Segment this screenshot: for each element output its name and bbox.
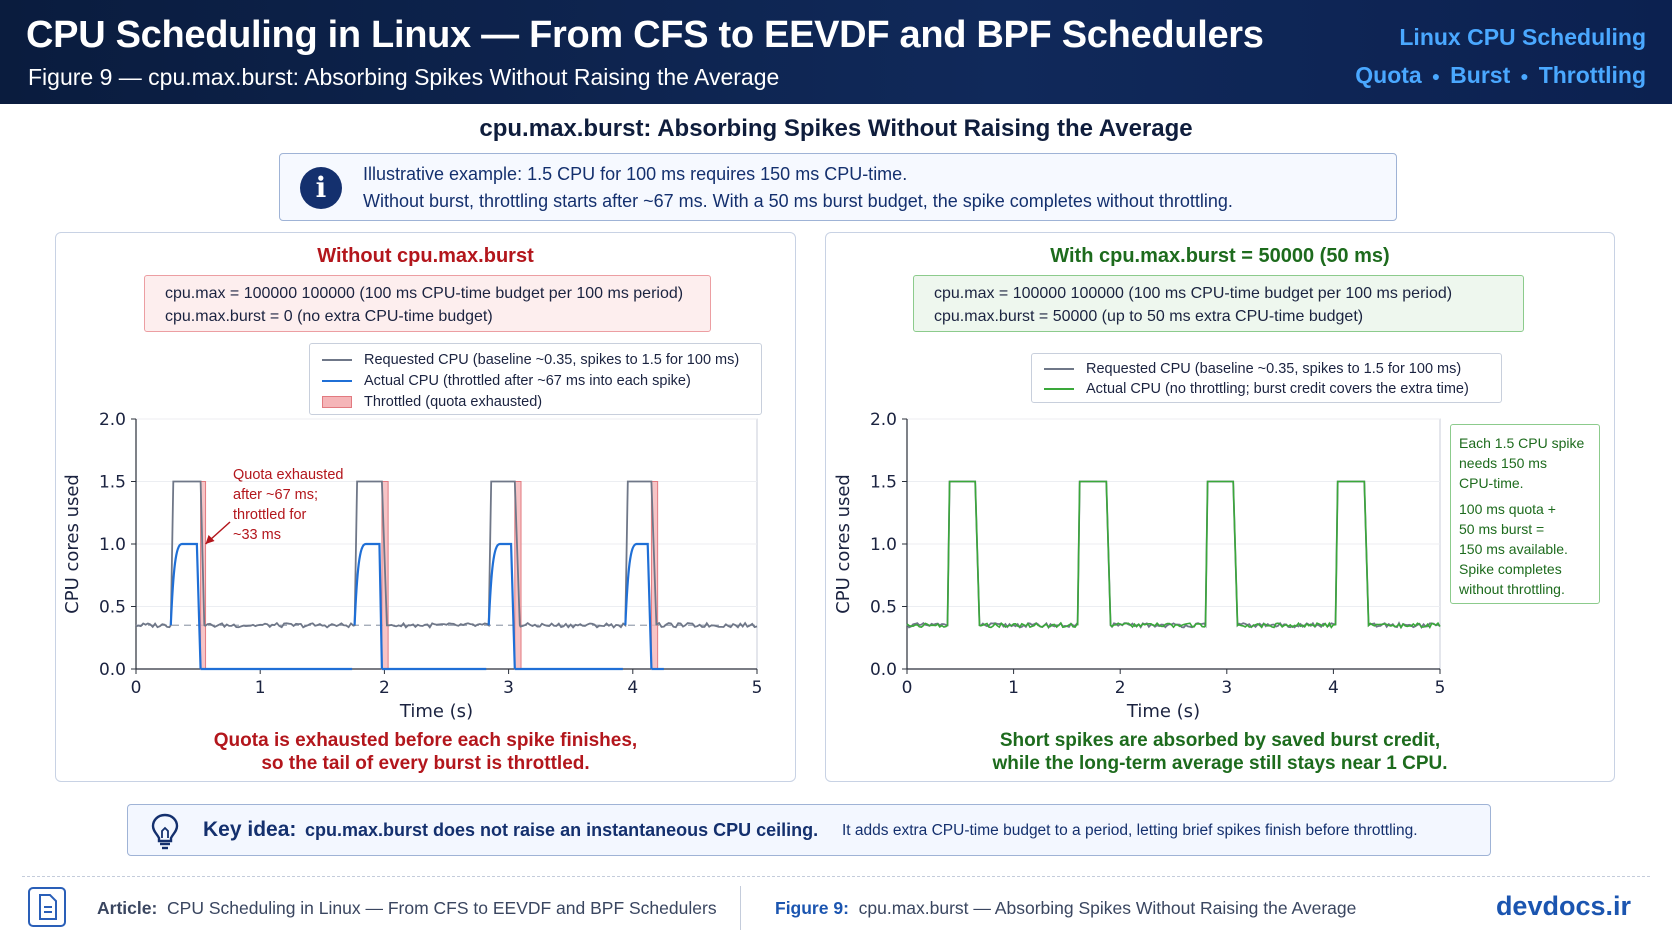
annotation-line: throttled for [233,507,307,523]
note-line: without throttling. [1459,581,1565,597]
right-panel-title: With cpu.max.burst = 50000 (50 ms) [1050,245,1390,267]
annotation-line: after ~67 ms; [233,487,319,503]
info-icon: i [300,167,342,209]
left-caption-line-1: Quota is exhausted before each spike fin… [213,730,638,751]
footer-figure: Figure 9: cpu.max.burst — Absorbing Spik… [775,898,1356,919]
right-config-box: cpu.max = 100000 100000 (100 ms CPU-time… [913,275,1524,332]
right-caption-line-1: Short spikes are absorbed by saved burst… [999,730,1441,751]
legend-item-throttled: Throttled (quota exhausted) [322,392,542,412]
tag-quota: Quota [1355,62,1422,88]
page-title: CPU Scheduling in Linux — From CFS to EE… [26,14,1264,56]
legend-swatch-actual [322,380,352,382]
note-line: Spike completes [1459,561,1562,577]
legend-item-requested: Requested CPU (baseline ~0.35, spikes to… [322,350,739,370]
note-line: CPU-time. [1459,475,1524,491]
header-bar: CPU Scheduling in Linux — From CFS to EE… [0,0,1672,104]
legend-label: Throttled (quota exhausted) [364,394,543,410]
header-tags: Quota ● Burst ● Throttling [1355,62,1646,89]
legend-label: Actual CPU (no throttling; burst credit … [1086,381,1469,397]
note-line: 150 ms available. [1459,541,1568,557]
left-annotation: Quota exhausted after ~67 ms; throttled … [233,465,343,545]
document-icon [28,887,66,927]
footer-figure-text: cpu.max.burst — Absorbing Spikes Without… [858,898,1357,918]
footer-article: Article: CPU Scheduling in Linux — From … [97,898,717,919]
left-config-line-2: cpu.max.burst = 0 (no extra CPU-time bud… [165,308,493,325]
left-panel: Without cpu.max.burst cpu.max = 100000 1… [55,232,796,782]
key-idea-label: Key idea: [203,818,297,841]
left-caption-line-2: so the tail of every burst is throttled. [261,753,590,774]
key-idea-sub: It adds extra CPU-time budget to a perio… [842,822,1418,839]
right-config-line-2: cpu.max.burst = 50000 (up to 50 ms extra… [934,308,1364,325]
footer-article-text: CPU Scheduling in Linux — From CFS to EE… [167,898,717,918]
footer-divider [22,876,1650,877]
info-box: i Illustrative example: 1.5 CPU for 100 … [279,153,1397,221]
left-config-box: cpu.max = 100000 100000 (100 ms CPU-time… [144,275,711,332]
left-config-line-1: cpu.max = 100000 100000 (100 ms CPU-time… [165,285,684,302]
right-note-box: Each 1.5 CPU spike needs 150 ms CPU-time… [1450,424,1600,604]
footer-figure-label: Figure 9: [775,898,849,918]
footer-article-label: Article: [97,898,158,918]
note-line: 50 ms burst = [1459,521,1545,537]
note-line: Each 1.5 CPU spike [1459,435,1585,451]
key-idea-box: Key idea: cpu.max.burst does not raise a… [127,804,1491,856]
footer-separator [740,886,741,930]
tag-separator: ● [1520,67,1529,84]
left-caption: Quota is exhausted before each spike fin… [55,729,796,775]
legend-swatch-requested [1044,368,1074,370]
right-caption-line-2: while the long-term average still stays … [992,753,1448,774]
tag-separator: ● [1431,67,1441,84]
legend-item-actual: Actual CPU (no throttling; burst credit … [1044,379,1469,399]
legend-swatch-requested [322,359,352,361]
info-line-2: Without burst, throttling starts after ~… [363,191,1233,211]
legend-item-requested: Requested CPU (baseline ~0.35, spikes to… [1044,359,1461,379]
figure-title: cpu.max.burst: Absorbing Spikes Without … [479,115,1193,142]
lightbulb-icon [148,811,182,856]
legend-label: Requested CPU (baseline ~0.35, spikes to… [1086,361,1462,377]
legend-swatch-actual [1044,388,1074,390]
header-brand: Linux CPU Scheduling [1399,24,1646,50]
annotation-line: ~33 ms [233,527,281,543]
tag-throttling: Throttling [1538,62,1646,88]
key-idea-main: cpu.max.burst does not raise an instanta… [305,820,819,840]
footer-brand: devdocs.ir [1495,891,1631,921]
legend-item-actual: Actual CPU (throttled after ~67 ms into … [322,371,691,391]
right-caption: Short spikes are absorbed by saved burst… [825,729,1615,775]
right-legend: Requested CPU (baseline ~0.35, spikes to… [1031,353,1502,403]
left-panel-title: Without cpu.max.burst [317,245,534,267]
tag-burst: Burst [1450,62,1511,88]
annotation-line: Quota exhausted [233,467,344,483]
legend-label: Requested CPU (baseline ~0.35, spikes to… [364,352,740,368]
left-legend: Requested CPU (baseline ~0.35, spikes to… [309,343,762,415]
note-line: 100 ms quota + [1459,501,1556,517]
right-config-line-1: cpu.max = 100000 100000 (100 ms CPU-time… [934,285,1453,302]
legend-swatch-throttled [322,396,352,408]
page-subtitle: Figure 9 — cpu.max.burst: Absorbing Spik… [28,64,780,90]
note-line: needs 150 ms [1459,455,1547,471]
info-line-1: Illustrative example: 1.5 CPU for 100 ms… [363,164,908,184]
legend-label: Actual CPU (throttled after ~67 ms into … [364,373,691,389]
